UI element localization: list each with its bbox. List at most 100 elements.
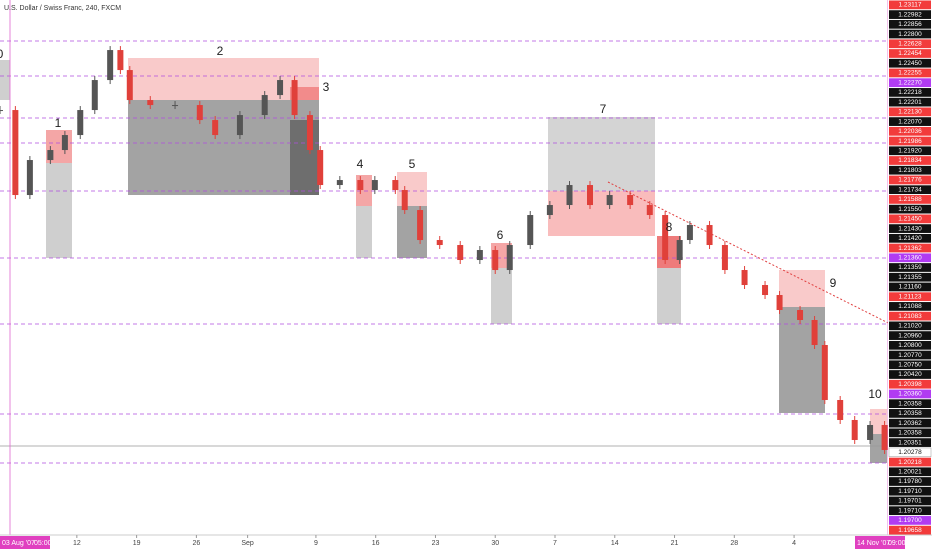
candle [317,150,324,186]
candle [61,135,68,151]
drawn-box [356,206,372,258]
price-label-bg [889,350,931,360]
price-label: 1.20398 [898,381,922,388]
price-label-bg [889,379,931,389]
x-tick-label: 16 [372,540,380,547]
price-label-bg [889,243,931,253]
price-label: 1.21588 [898,196,922,203]
drawn-box [548,191,655,236]
price-label-bg [889,39,931,49]
candle [401,190,408,211]
candle [506,245,513,271]
price-label: 1.20360 [898,391,922,398]
drawn-box [290,120,319,195]
candle [587,185,594,206]
candle [476,250,483,261]
price-label: 1.22036 [898,128,922,135]
candle [212,120,219,136]
candle [12,110,19,196]
price-label-bg [889,224,931,233]
candle [392,180,399,191]
candle [236,115,243,136]
candle [867,424,874,440]
price-label: 1.19658 [898,527,922,534]
drawn-box [779,270,825,307]
box-label: 5 [409,157,416,171]
box-label: 4 [357,157,364,171]
price-label-bg [889,477,931,486]
box-label: 1 [55,116,62,130]
candle [527,215,534,246]
price-label: 1.22270 [898,79,922,86]
price-label: 1.22982 [898,11,922,18]
price-label: 1.22454 [898,50,922,57]
price-label: 1.21803 [898,167,922,174]
price-label-bg [889,292,931,302]
price-label: 1.19701 [898,498,922,505]
price-label: 1.23117 [898,2,921,9]
price-label: 1.21776 [898,177,922,184]
price-label-bg [889,253,931,263]
price-label-bg [889,486,931,496]
price-label: 1.20358 [898,400,922,407]
price-label: 1.21160 [898,284,921,291]
price-label-bg [889,360,931,370]
candle [107,50,114,81]
drawn-box [128,58,319,100]
price-label-bg [889,49,931,58]
candle [172,105,179,107]
drawn-box [46,163,72,258]
candle [0,110,3,112]
x-tick-label: 23 [432,540,440,547]
price-label: 1.21359 [898,264,922,271]
price-label-bg [889,525,931,535]
candle [662,215,669,261]
candle [47,150,54,161]
price-label: 1.21083 [898,313,922,320]
price-label: 1.21834 [898,157,922,164]
price-label-bg [889,428,931,438]
end-date: 14 Nov '07 [857,540,890,547]
candle [741,270,748,286]
candle [706,225,713,246]
price-label-bg [889,233,931,243]
candle [417,210,424,241]
price-label: 1.21420 [898,235,922,242]
price-label: 1.19700 [898,517,922,524]
price-label: 1.22070 [898,118,922,125]
price-label-bg [889,165,931,175]
candle [881,424,888,450]
price-label-bg [889,175,931,185]
drawn-box [548,117,655,191]
price-label-bg [889,29,931,39]
price-label: 1.20278 [898,449,922,456]
price-label-bg [889,331,931,340]
price-label-bg [889,156,931,165]
price-label-bg [889,68,931,78]
price-label-bg [889,107,931,117]
price-label: 1.20351 [898,439,922,446]
price-label-bg [889,399,931,409]
candle [566,185,573,206]
price-label-bg [889,78,931,88]
price-label-bg [889,457,931,467]
candle [117,50,124,71]
candle [336,180,343,186]
price-label-bg [889,58,931,68]
x-tick-label: 12 [73,540,81,547]
x-tick-label: 7 [553,540,557,547]
price-label: 1.22800 [898,31,922,38]
trend-line [607,181,932,346]
x-tick-label: 19 [133,540,141,547]
price-label: 1.22628 [898,40,922,47]
candle [811,320,818,346]
price-label-bg [889,185,931,195]
candle [457,245,464,261]
price-label-bg [889,409,931,418]
price-label-bg [889,370,931,379]
price-label: 1.19710 [898,507,922,514]
candle [762,285,769,296]
price-label-bg [889,418,931,428]
price-label: 1.20420 [898,371,922,378]
